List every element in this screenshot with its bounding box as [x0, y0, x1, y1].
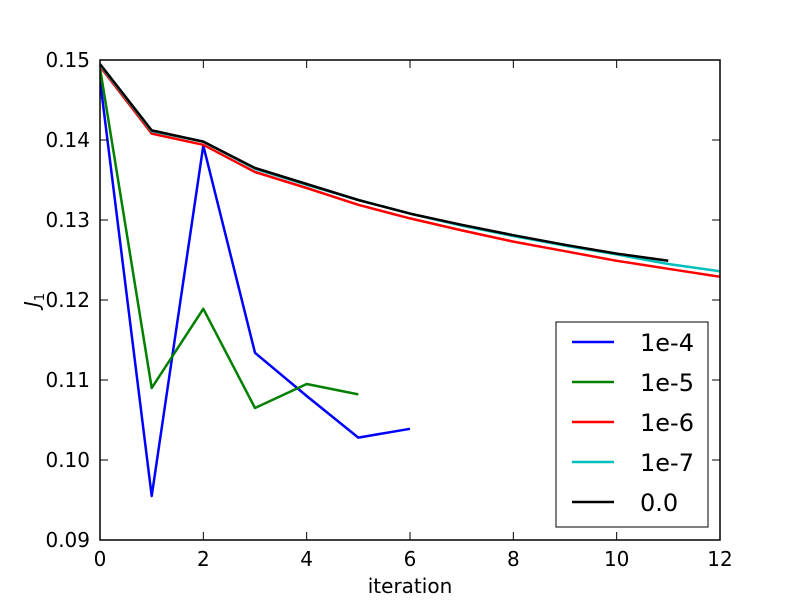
y-axis-label-subscript: 1 — [33, 293, 48, 301]
y-tick-label: 0.11 — [45, 368, 90, 392]
y-tick-label: 0.10 — [45, 448, 90, 472]
plot-frame — [99, 59, 721, 541]
legend-label-1e-4: 1e-4 — [640, 329, 694, 357]
x-tick-label: 10 — [604, 547, 629, 571]
series-line-1e-4 — [100, 79, 411, 498]
x-axis-label: iteration — [368, 574, 453, 598]
legend-label-1e-5: 1e-5 — [640, 369, 694, 397]
series-line-1e-5 — [100, 67, 359, 410]
y-tick-label: 0.15 — [45, 48, 90, 72]
legend-label-0.0: 0.0 — [640, 489, 678, 517]
y-tick-label: 0.09 — [45, 528, 90, 552]
series-layer — [100, 63, 720, 498]
series-line-0.0 — [100, 63, 669, 263]
y-axis-label-main: J — [20, 301, 44, 311]
x-tick-label: 0 — [94, 547, 107, 571]
tick-labels: 0 2 4 6 8 10 12 0.09 0.10 0.11 0.12 0.13 0.14 0.15 — [45, 48, 732, 571]
x-tick-label: 2 — [197, 547, 210, 571]
legend-label-1e-7: 1e-7 — [640, 449, 694, 477]
series-line-1e-6 — [100, 65, 720, 279]
y-tick-label: 0.14 — [45, 128, 90, 152]
legend-label-1e-6: 1e-6 — [640, 409, 694, 437]
y-tick-label: 0.12 — [45, 288, 90, 312]
legend: 1e-4 1e-5 1e-6 1e-7 0.0 — [555, 321, 709, 528]
legend-box — [555, 321, 709, 528]
y-axis-label: J1 — [20, 293, 48, 311]
x-tick-label: 6 — [404, 547, 417, 571]
x-tick-label: 4 — [300, 547, 313, 571]
x-tick-label: 8 — [507, 547, 520, 571]
x-tick-label: 12 — [707, 547, 732, 571]
y-tick-label: 0.13 — [45, 208, 90, 232]
